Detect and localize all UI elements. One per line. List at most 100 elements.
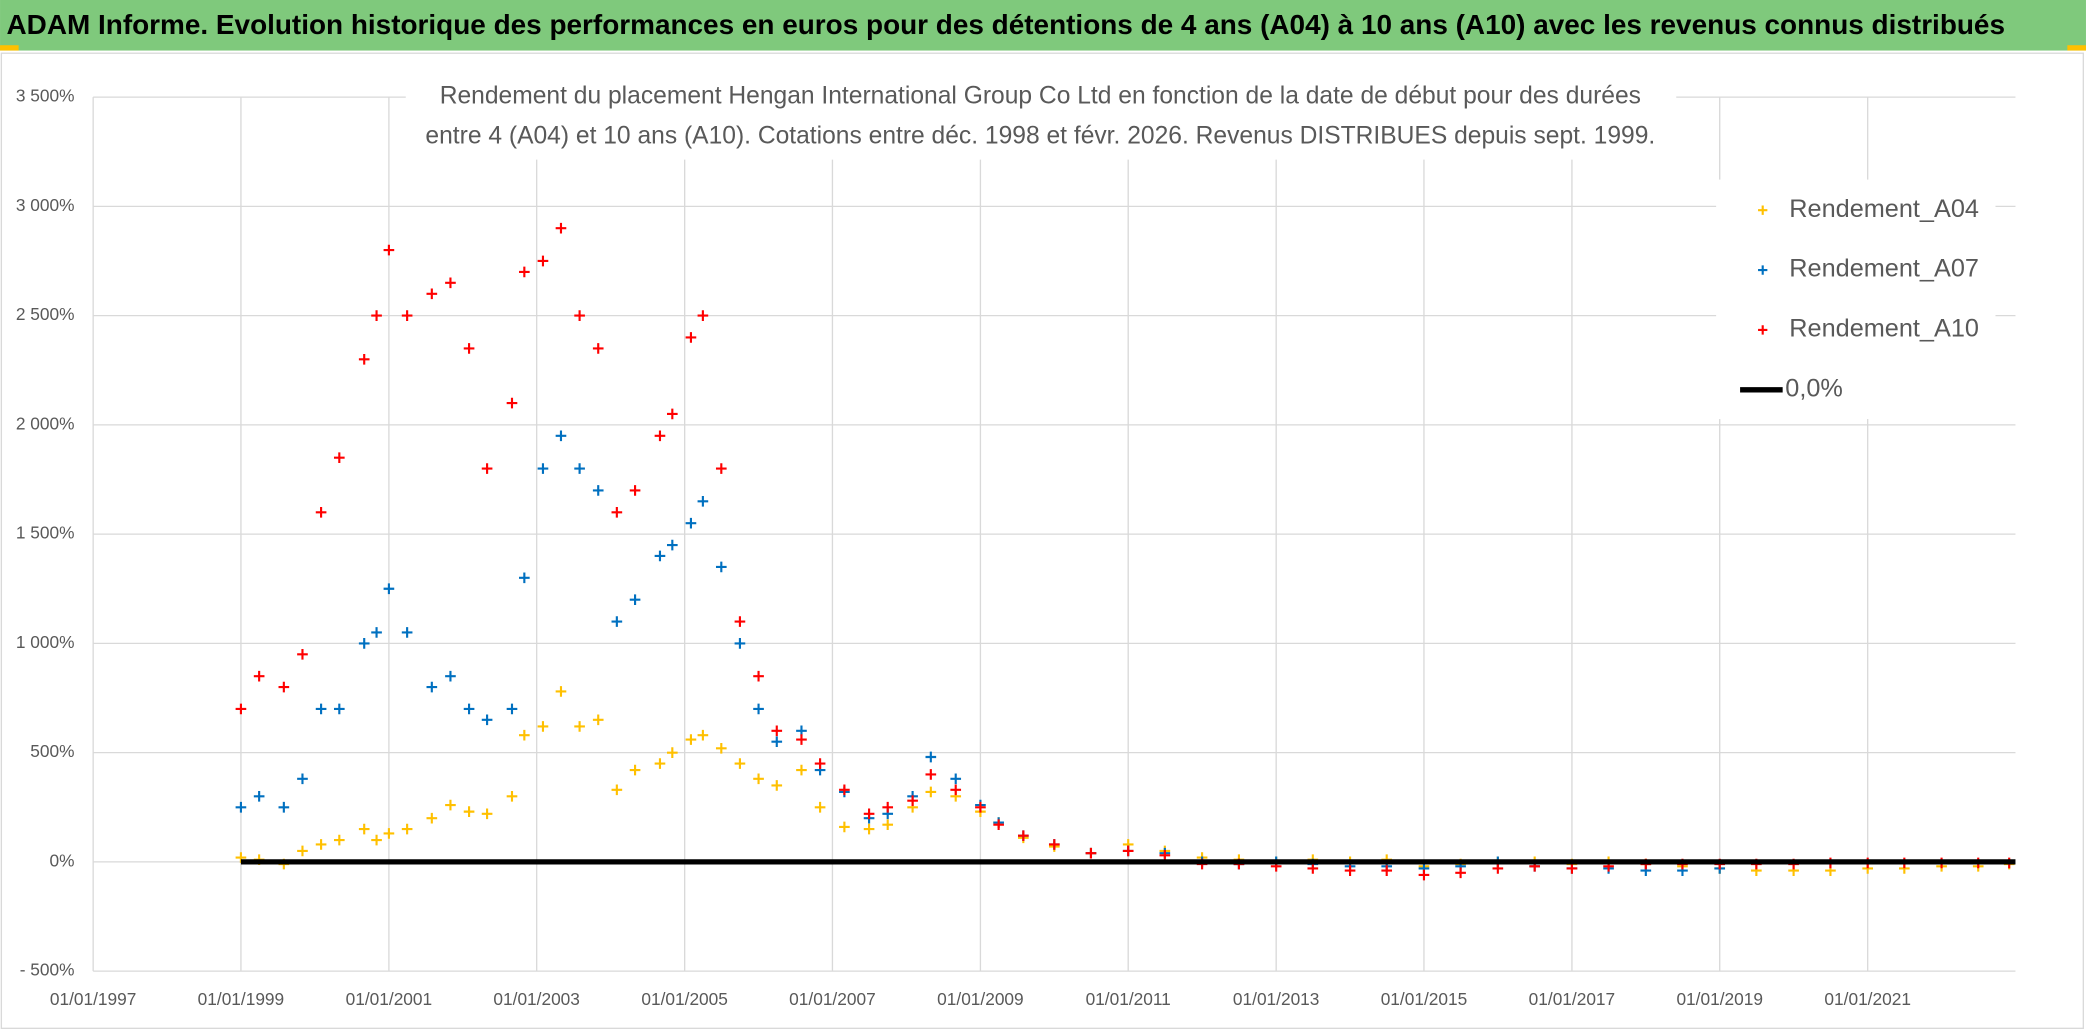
data-point bbox=[315, 506, 327, 518]
data-point bbox=[753, 670, 764, 682]
legend-swatch bbox=[1758, 265, 1768, 275]
data-point bbox=[371, 627, 382, 638]
data-point bbox=[666, 408, 678, 420]
data-point bbox=[426, 812, 438, 824]
data-point bbox=[975, 801, 986, 813]
data-point bbox=[481, 463, 493, 474]
data-point bbox=[629, 594, 641, 605]
y-tick-label: - 500% bbox=[20, 960, 75, 980]
data-point bbox=[371, 834, 382, 846]
x-tick-label: 01/01/1999 bbox=[198, 989, 285, 1009]
data-point bbox=[426, 288, 438, 300]
y-tick-label: 3 000% bbox=[16, 195, 75, 215]
data-point bbox=[814, 758, 826, 769]
data-point bbox=[506, 397, 518, 409]
data-point bbox=[1344, 865, 1356, 876]
data-point bbox=[555, 686, 567, 697]
data-point bbox=[814, 801, 826, 813]
data-point bbox=[278, 681, 290, 693]
subtitle-background bbox=[405, 77, 1677, 160]
data-point bbox=[863, 823, 875, 835]
data-point bbox=[697, 729, 709, 741]
data-point bbox=[611, 784, 623, 796]
data-point bbox=[383, 583, 395, 595]
data-point bbox=[481, 714, 493, 726]
data-point bbox=[506, 791, 518, 802]
data-point bbox=[537, 721, 549, 732]
data-point bbox=[753, 773, 764, 785]
data-point bbox=[666, 747, 678, 758]
data-point bbox=[537, 463, 549, 474]
data-point bbox=[771, 725, 783, 737]
y-tick-label: 1 500% bbox=[16, 523, 75, 543]
data-point bbox=[697, 496, 709, 507]
data-point bbox=[445, 670, 456, 682]
data-point bbox=[925, 769, 937, 780]
data-point bbox=[358, 823, 370, 835]
data-point bbox=[993, 819, 1004, 831]
data-point bbox=[925, 786, 937, 798]
data-point bbox=[863, 808, 875, 820]
y-tick-label: 3 500% bbox=[16, 86, 75, 106]
y-tick-label: 500% bbox=[30, 741, 74, 761]
legend-label: Rendement_A04 bbox=[1789, 195, 1979, 223]
data-point bbox=[1566, 863, 1578, 874]
data-point bbox=[315, 703, 327, 715]
data-point bbox=[235, 801, 247, 813]
data-point bbox=[519, 572, 530, 584]
data-point bbox=[235, 703, 247, 715]
y-tick-label: 2 500% bbox=[16, 304, 75, 324]
banner-corner bbox=[2067, 45, 2086, 51]
data-point bbox=[333, 452, 345, 463]
data-point bbox=[555, 430, 567, 442]
data-point bbox=[1048, 839, 1060, 850]
data-point bbox=[753, 703, 764, 715]
data-point bbox=[654, 430, 666, 442]
data-point bbox=[715, 742, 727, 754]
data-point bbox=[253, 791, 265, 802]
data-point bbox=[574, 721, 585, 732]
data-point bbox=[654, 758, 666, 769]
data-point bbox=[796, 734, 807, 745]
data-point bbox=[1159, 850, 1171, 861]
data-point bbox=[519, 266, 530, 278]
legend-label: Rendement_A07 bbox=[1789, 255, 1979, 283]
data-point bbox=[383, 244, 395, 256]
data-point bbox=[1085, 847, 1097, 859]
plot-area: - 500% 0% 500% 1 000% 1 500% 2 000% 2 500% 3 00… bbox=[16, 86, 2016, 1009]
y-tick-label: 1 000% bbox=[16, 632, 75, 652]
data-point bbox=[401, 823, 413, 835]
data-point bbox=[685, 517, 697, 529]
data-point bbox=[574, 310, 585, 321]
data-point bbox=[629, 764, 641, 776]
data-point bbox=[1418, 869, 1430, 881]
data-point bbox=[839, 821, 850, 833]
data-point bbox=[574, 463, 585, 474]
data-point bbox=[611, 616, 623, 627]
data-point bbox=[333, 834, 345, 846]
data-point bbox=[358, 353, 370, 365]
data-point bbox=[839, 784, 850, 796]
data-point bbox=[253, 670, 265, 682]
x-tick-label: 01/01/2013 bbox=[1233, 989, 1320, 1009]
data-point bbox=[426, 681, 438, 693]
x-tick-label: 01/01/2011 bbox=[1086, 989, 1171, 1009]
data-point bbox=[445, 277, 456, 289]
data-point bbox=[715, 463, 727, 474]
data-point bbox=[519, 729, 530, 741]
data-point bbox=[666, 539, 678, 551]
data-point bbox=[555, 222, 567, 234]
x-tick-label: 01/01/2001 bbox=[346, 989, 433, 1009]
data-point bbox=[315, 839, 327, 850]
data-point bbox=[907, 795, 918, 807]
data-point bbox=[950, 773, 962, 785]
data-point bbox=[771, 736, 783, 748]
data-point bbox=[685, 734, 697, 745]
legend-swatch bbox=[1758, 205, 1768, 215]
data-point bbox=[537, 255, 549, 267]
data-point bbox=[715, 561, 727, 573]
legend-label: 0,0% bbox=[1785, 374, 1843, 402]
